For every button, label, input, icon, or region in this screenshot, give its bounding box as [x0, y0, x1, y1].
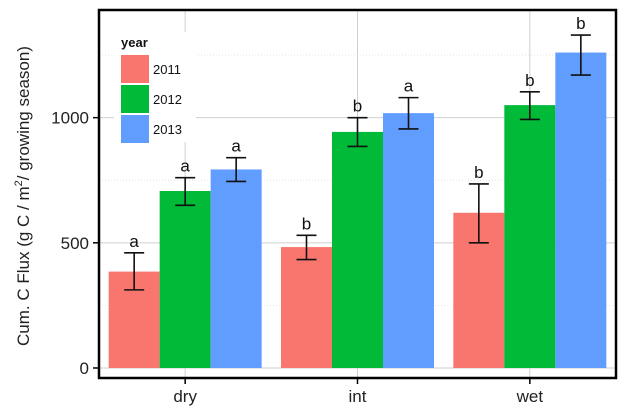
bar-wet-2013	[555, 52, 607, 368]
legend-label-2013: 2013	[153, 122, 182, 137]
y-axis-title-main: Cum. C Flux (g C / m	[14, 186, 33, 346]
significance-letter-wet-2013: b	[576, 14, 585, 33]
x-tick-label-dry: dry	[173, 387, 197, 406]
bars	[108, 52, 607, 368]
legend-title: year	[121, 35, 148, 50]
significance-letter-wet-2012: b	[525, 71, 534, 90]
significance-letter-dry-2012: a	[180, 157, 190, 176]
bar-dry-2012	[159, 190, 211, 368]
y-axis-title-rest: / growing season)	[14, 46, 33, 180]
y-axis-title: Cum. C Flux (g C / m2/ growing season)	[13, 46, 33, 346]
legend: year 2011 2012 2013	[114, 32, 196, 143]
legend-key-2012	[121, 85, 149, 113]
axes: 0 500 1000 dry int wet	[51, 8, 618, 406]
bar-dry-2013	[210, 169, 262, 368]
significance-letter-dry-2013: a	[231, 137, 241, 156]
y-tick-label: 500	[61, 234, 89, 253]
significance-letter-dry-2011: a	[129, 232, 139, 251]
bar-int-2011	[281, 247, 332, 368]
legend-key-2011	[121, 55, 149, 83]
bar-wet-2012	[504, 105, 556, 368]
significance-letter-int-2011: b	[302, 214, 311, 233]
significance-letters: a b b a b b a a b	[129, 14, 585, 251]
x-tick-label-int: int	[349, 387, 367, 406]
significance-letter-int-2013: a	[404, 77, 414, 96]
x-tick-label-wet: wet	[516, 387, 544, 406]
y-tick-label: 1000	[51, 109, 89, 128]
legend-label-2011: 2011	[153, 62, 181, 77]
error-bars	[124, 34, 591, 291]
legend-label-2012: 2012	[153, 92, 182, 107]
bar-int-2012	[332, 131, 383, 368]
bar-int-2013	[383, 113, 434, 368]
significance-letter-int-2012: b	[353, 97, 362, 116]
legend-key-2013	[121, 115, 149, 143]
significance-letter-wet-2011: b	[474, 163, 483, 182]
y-axis-title-superscript: 2	[13, 180, 25, 186]
y-tick-label: 0	[80, 359, 89, 378]
